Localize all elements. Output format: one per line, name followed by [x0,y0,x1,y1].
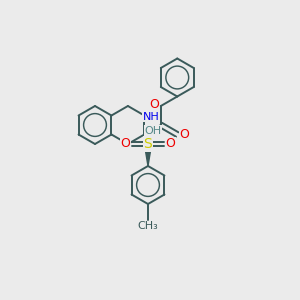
Text: O: O [166,137,176,150]
Text: OH: OH [144,126,162,136]
Text: NH: NH [143,112,160,122]
Text: S: S [144,137,152,151]
Text: O: O [149,98,159,110]
Text: O: O [179,128,189,141]
Text: CH₃: CH₃ [138,221,158,231]
Text: O: O [121,137,130,150]
Polygon shape [146,151,151,166]
